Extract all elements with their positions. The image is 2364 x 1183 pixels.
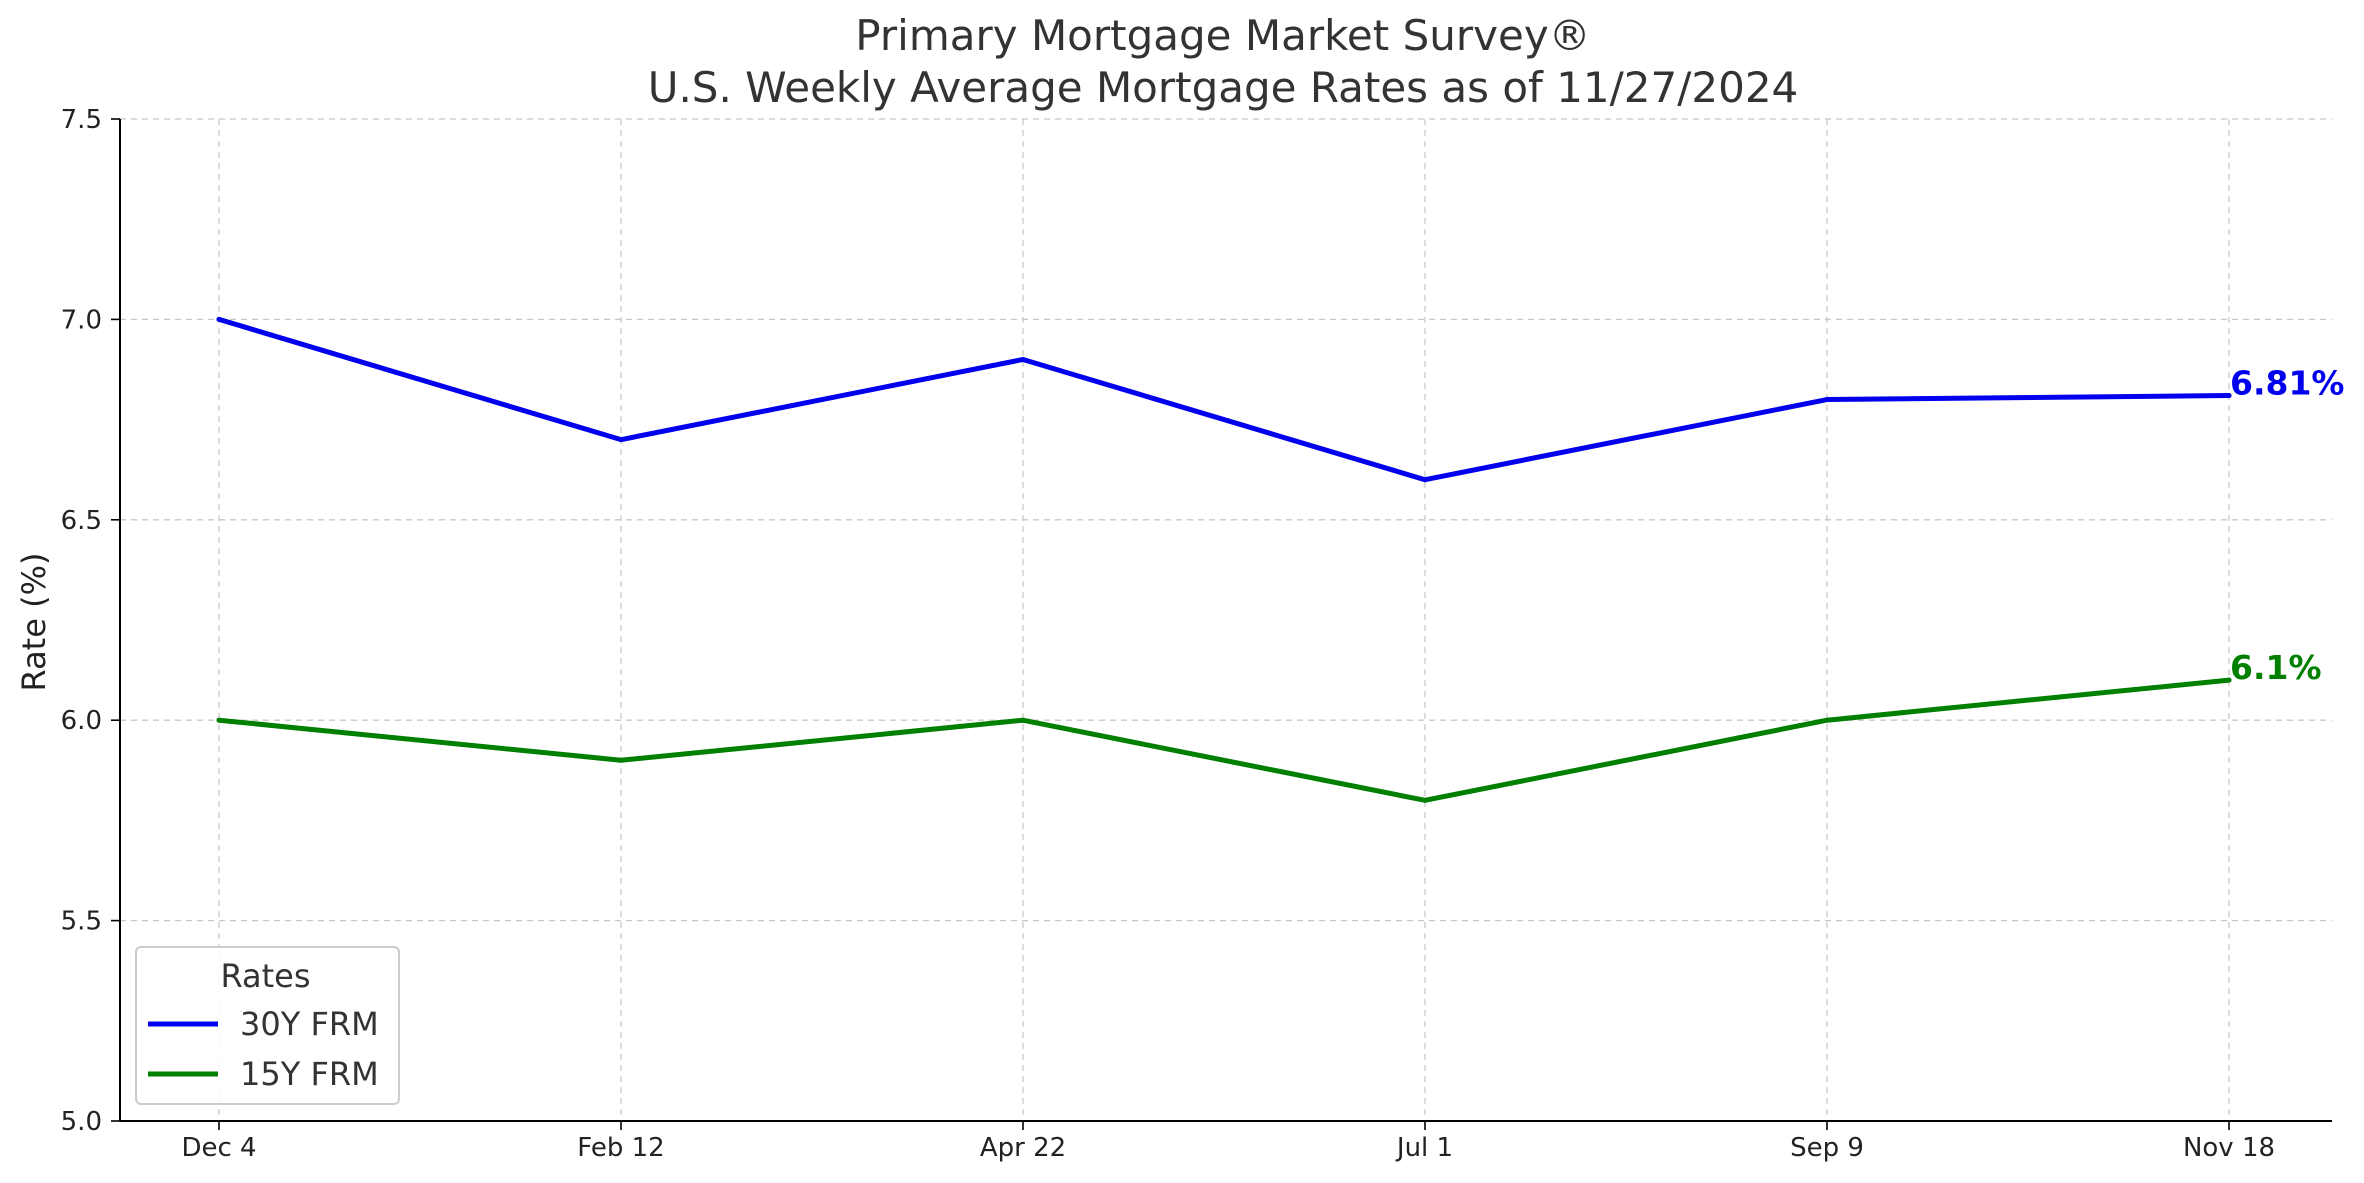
- x-tick-label: Dec 4: [181, 1133, 256, 1163]
- data-point-30y-frm: [1020, 356, 1026, 362]
- y-tick-label: 5.0: [61, 1107, 102, 1137]
- data-point-15y-frm: [216, 717, 222, 723]
- legend-frame: [135, 946, 400, 1105]
- data-point-15y-frm: [1422, 797, 1428, 803]
- data-point-30y-frm: [216, 316, 222, 322]
- x-tick-label: Apr 22: [980, 1133, 1066, 1163]
- data-point-30y-frm: [1824, 397, 1830, 403]
- y-tick-label: 6.5: [61, 506, 102, 536]
- end-label-15y-frm: 6.1%: [2230, 648, 2322, 687]
- x-tick-label: Nov 18: [2183, 1133, 2275, 1163]
- data-point-15y-frm: [2226, 677, 2232, 683]
- legend-entry-label: 15Y FRM: [240, 1055, 379, 1093]
- series-line-30y-frm: [216, 316, 2232, 483]
- axes-layer: 5.0 5.5 6.0 6.5 7.0 7.5 Dec 4 Feb 12 Apr 22 Jul 1…: [61, 105, 2332, 1163]
- y-tick-label: 6.0: [61, 706, 102, 736]
- y-tick-label: 5.5: [61, 907, 102, 937]
- chart-title-line-2: U.S. Weekly Average Mortgage Rates as of…: [648, 63, 1799, 112]
- x-tick-label: Jul 1: [1395, 1133, 1453, 1163]
- labels-layer: 6.81% 6.1%: [2230, 364, 2345, 688]
- chart-title-line-1: Primary Mortgage Market Survey®: [855, 11, 1590, 60]
- x-tick-label: Feb 12: [577, 1133, 664, 1163]
- data-point-15y-frm: [1020, 717, 1026, 723]
- chart-legend: Rates 30Y FRM 15Y FRM: [135, 946, 400, 1105]
- data-point-30y-frm: [618, 437, 624, 443]
- series-line-15y-frm: [216, 677, 2232, 803]
- y-tick-label: 7.0: [61, 305, 102, 335]
- y-tick-label: 7.5: [61, 105, 102, 135]
- x-tick-label: Sep 9: [1790, 1133, 1864, 1163]
- legend-title: Rates: [220, 957, 310, 995]
- grid-layer: [120, 118, 2332, 1122]
- data-point-15y-frm: [1824, 717, 1830, 723]
- end-label-30y-frm: 6.81%: [2230, 364, 2345, 403]
- legend-entry-label: 30Y FRM: [240, 1005, 379, 1043]
- data-point-15y-frm: [618, 757, 624, 763]
- data-point-30y-frm: [2226, 393, 2232, 399]
- y-axis-label: Rate (%): [15, 553, 53, 692]
- data-point-30y-frm: [1422, 477, 1428, 483]
- series-layer: [216, 316, 2232, 803]
